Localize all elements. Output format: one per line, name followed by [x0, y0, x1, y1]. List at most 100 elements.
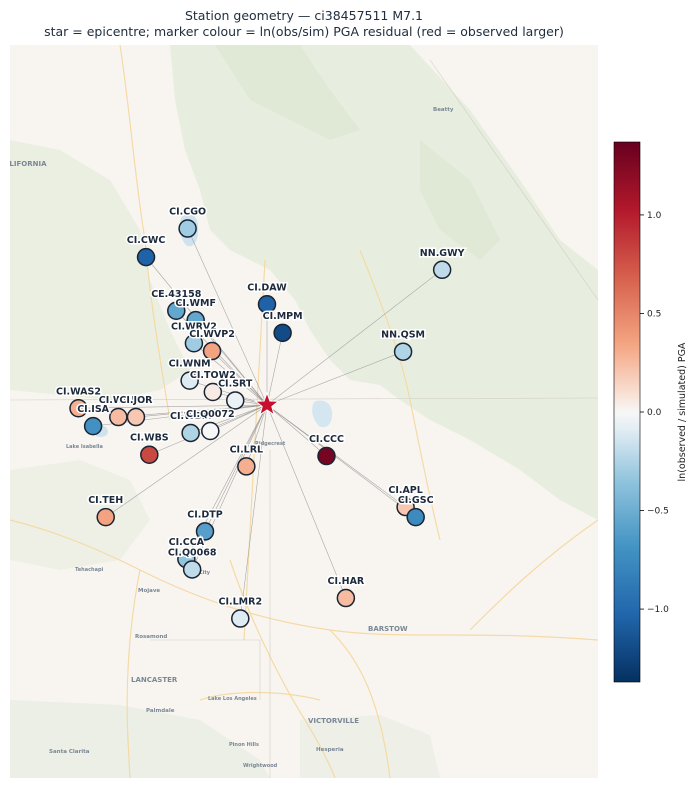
map-label-lancaster: LANCASTER: [131, 676, 178, 684]
ray-ci-q0068: [191, 404, 268, 570]
station-marker-ci-wvp2: [202, 341, 222, 361]
station-label-ci-daw: CI.DAW: [247, 282, 287, 293]
station-marker-ci-wmf: [186, 310, 205, 330]
ray-ci-lrl: [246, 404, 268, 467]
map-label-lake-los-angeles: Lake Los Angeles: [208, 696, 257, 702]
station-marker-ci-daw: [257, 295, 277, 314]
map-label-palmdale: Palmdale: [146, 708, 175, 714]
colorbar-tick-label: −1.0: [647, 605, 669, 615]
station-marker-ci-q0072: [201, 421, 220, 441]
station-label-ci-jor: CI.JOR: [119, 395, 153, 406]
ray-ci-jor: [135, 404, 268, 418]
ray-ci-wmf: [195, 319, 268, 406]
station-marker-ci-teh: [96, 507, 115, 527]
colorbar-tick-label: −0.5: [647, 507, 669, 517]
map-label-mojave: Mojave: [138, 588, 160, 594]
ray-nn-qsm: [266, 351, 404, 406]
station-label-ci-apl: CI.APL: [388, 485, 422, 496]
station-marker-ce-43158: [167, 301, 186, 320]
map-label-victorville: VICTORVILLE: [308, 717, 359, 725]
station-label-nn-gwy: NN.GWY: [420, 248, 465, 259]
station-label-ci-srt: CI.SRT: [218, 378, 253, 389]
station-marker-ci-tow2: [203, 382, 223, 402]
colorbar-tick-label: 1.0: [647, 211, 662, 221]
station-label-ci-wnm: CI.WNM: [169, 359, 211, 370]
ray-ci-mpm: [266, 332, 283, 406]
ray-ci-apl: [266, 404, 406, 508]
colorbar: −1.0 −0.5 0.0 0.5 1.0 ln(observed / simulate…: [613, 141, 688, 683]
colorbar-ticks: −1.0 −0.5 0.0 0.5 1.0: [640, 211, 669, 615]
ray-ci-cgo: [187, 228, 268, 406]
ray-ci-gsc: [266, 404, 416, 518]
station-label-ci-har: CI.HAR: [328, 576, 365, 587]
station-label-ci-lmr2: CI.LMR2: [219, 597, 263, 608]
station-label-ci-cca: CI.CCA: [169, 537, 205, 548]
colorbar-tick-label: 0.5: [647, 309, 661, 319]
station-label-ci-whf: CI.WHF: [99, 395, 138, 406]
station-label-ci-wbm: CI.WBM: [170, 411, 211, 422]
station-label-ci-teh: CI.TEH: [88, 495, 123, 506]
station-marker-nn-qsm: [393, 342, 413, 361]
map-label-hesperia: Hesperia: [316, 747, 344, 753]
station-label-ci-lrl: CI.LRL: [230, 444, 264, 455]
station-marker-ci-ccc: [317, 446, 336, 466]
station-marker-ci-lmr2: [231, 609, 250, 628]
map-label-santa-clarita: Santa Clarita: [49, 749, 90, 755]
station-label-ce-43158: CE.43158: [151, 289, 202, 300]
ray-ci-teh: [105, 404, 268, 518]
ray-ci-q0072: [210, 404, 268, 432]
ray-ci-lmr2: [239, 404, 268, 619]
station-marker-ci-gsc: [406, 507, 425, 527]
map-label-rosamond: Rosamond: [135, 634, 167, 640]
epicentre-star: [254, 391, 280, 416]
map-label-beatty: Beatty: [433, 107, 454, 113]
epicentre-marker: [254, 391, 280, 416]
station-label-ci-q0068: CI.Q0068: [168, 547, 217, 558]
station-label-ci-gsc: CI.GSC: [398, 495, 434, 506]
station-marker-ci-whf: [109, 407, 128, 427]
station-label-ci-cwc: CI.CWC: [127, 235, 166, 246]
basemap: ALIFORNIA Beatty BARSTOW LANCASTER VICTO…: [4, 45, 598, 778]
map-label-pinon-hills: Pinon Hills: [229, 742, 259, 748]
chart-subtitle: star = epicentre; marker colour = ln(obs…: [44, 24, 564, 39]
station-marker-ci-wnm: [180, 371, 199, 390]
map-label-lake-isabella: Lake Isabella: [66, 444, 103, 450]
station-marker-ci-cgo: [178, 219, 197, 238]
ray-ci-dtp: [204, 404, 268, 532]
station-label-ci-ccc: CI.CCC: [309, 434, 344, 445]
station-marker-ci-wrv2: [184, 334, 204, 353]
ray-ci-har: [266, 404, 347, 599]
station-label-ci-dtp: CI.DTP: [187, 509, 222, 520]
station-label-ci-wbs: CI.WBS: [130, 433, 169, 444]
map-label-california: ALIFORNIA: [4, 160, 47, 168]
station-label-ci-isa: CI.ISA: [77, 404, 109, 415]
map-label-tehachapi: Tehachapi: [75, 567, 104, 573]
map-label-barstow: BARSTOW: [368, 625, 408, 633]
ray-ci-wnm: [189, 380, 268, 406]
ray-ci-cwc: [145, 256, 268, 406]
colorbar-tick-label: 0.0: [647, 408, 662, 418]
station-marker-ci-srt: [225, 391, 245, 410]
station-marker-ci-mpm: [273, 323, 292, 343]
station-label-ci-mpm: CI.MPM: [263, 311, 303, 322]
colorbar-label: ln(observed / simulated) PGA: [677, 342, 688, 481]
map-label-city: City: [199, 570, 211, 576]
station-label-ci-tow2: CI.TOW2: [190, 370, 236, 381]
station-marker-ci-isa: [83, 416, 103, 436]
chart-title: Station geometry — ci38457511 M7.1: [185, 8, 423, 23]
station-label-nn-qsm: NN.QSM: [381, 330, 425, 341]
ray-ci-wvp2: [211, 350, 268, 406]
station-marker-nn-gwy: [432, 260, 452, 280]
ray-nn-gwy: [266, 269, 443, 406]
station-marker-ci-q0068: [182, 560, 202, 579]
station-marker-ci-cwc: [136, 247, 156, 267]
station-label-ci-wvp2: CI.WVP2: [189, 329, 235, 340]
station-marker-ci-lrl: [237, 457, 256, 476]
station-label-ci-wmf: CI.WMF: [175, 298, 216, 309]
colorbar-gradient: [613, 141, 641, 683]
station-label-ci-was2: CI.WAS2: [56, 386, 101, 397]
ray-ci-ccc: [266, 404, 327, 457]
station-marker-ci-was2: [69, 399, 88, 418]
